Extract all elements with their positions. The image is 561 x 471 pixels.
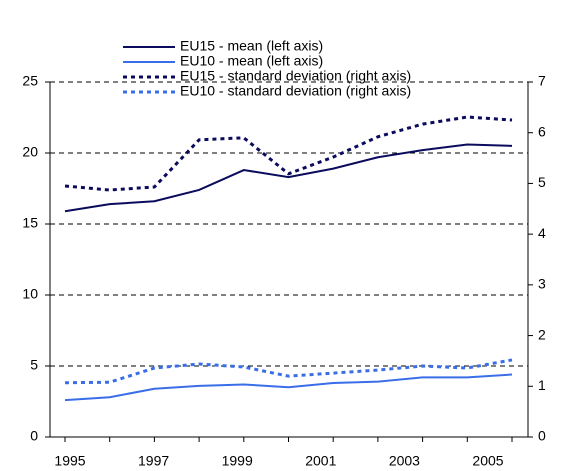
y2-tick-label: 0 xyxy=(538,428,546,444)
series-line xyxy=(64,143,513,213)
x-tick-label: 1995 xyxy=(54,453,85,469)
legend-label: EU10 - standard deviation (right axis) xyxy=(180,83,411,99)
x-tick-label: 1999 xyxy=(222,453,253,469)
y-tick-label: 0 xyxy=(30,428,38,444)
series-line xyxy=(64,373,513,402)
x-tick-label: 2001 xyxy=(305,453,336,469)
legend-label: EU15 - standard deviation (right axis) xyxy=(180,68,411,84)
legend-label: EU10 - mean (left axis) xyxy=(180,53,323,69)
y-tick-label: 5 xyxy=(30,357,38,373)
x-tick-label: 2003 xyxy=(389,453,420,469)
y2-tick-label: 5 xyxy=(538,174,546,190)
series-line xyxy=(64,115,513,192)
y2-tick-label: 3 xyxy=(538,276,546,292)
y-tick-label: 15 xyxy=(22,215,38,231)
y-tick-label: 10 xyxy=(22,286,38,302)
legend-label: EU15 - mean (left axis) xyxy=(180,38,323,54)
y2-tick-label: 6 xyxy=(538,123,546,139)
y2-tick-label: 7 xyxy=(538,73,546,89)
y-tick-label: 20 xyxy=(22,144,38,160)
x-tick-label: 2005 xyxy=(472,453,503,469)
y-tick-label: 25 xyxy=(22,73,38,89)
series-line xyxy=(64,358,513,385)
x-tick-label: 1997 xyxy=(138,453,169,469)
y2-tick-label: 4 xyxy=(538,225,546,241)
y2-tick-label: 2 xyxy=(538,326,546,342)
y2-tick-label: 1 xyxy=(538,377,546,393)
